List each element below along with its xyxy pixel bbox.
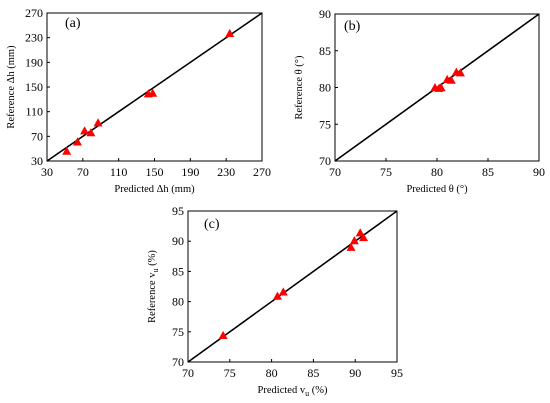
- x-tick-label: 70: [77, 165, 89, 179]
- plot-frame: [187, 210, 398, 363]
- x-tick-label: 230: [217, 165, 235, 179]
- y-tick-label: 70: [319, 154, 331, 168]
- y-tick-label: 85: [172, 264, 184, 278]
- identity-line: [46, 12, 263, 162]
- data-point: [86, 128, 96, 137]
- y-tick-label: 230: [25, 31, 43, 45]
- y-tick-label: 110: [25, 105, 43, 119]
- data-point: [349, 236, 359, 245]
- x-axis-label: Predicted Δh (mm): [114, 184, 195, 195]
- data-point: [436, 83, 446, 92]
- y-axis-label: Reference vu (%): [147, 250, 160, 323]
- data-point: [72, 137, 82, 146]
- panel-label: (a): [65, 16, 81, 31]
- data-point: [446, 75, 456, 84]
- x-axis-label: Predicted θ (°): [406, 184, 468, 195]
- y-tick-label: 70: [31, 129, 43, 143]
- panel-1: 30 70 110 150 190 230 270 30 70 110 150 190 230 270 (a…: [6, 6, 271, 195]
- y-tick-label: 90: [172, 234, 184, 248]
- panel-3: 70 75 80 85 90 95 70 75 80 85 90 95 (c) Predicted vu …: [147, 204, 403, 398]
- x-axis-label: Predicted vu (%): [258, 385, 328, 398]
- x-tick-label: 80: [266, 366, 278, 380]
- y-tick-label: 90: [319, 7, 331, 21]
- y-tick-label: 150: [25, 80, 43, 94]
- y-tick-label: 75: [172, 325, 184, 339]
- x-tick-label: 270: [253, 165, 271, 179]
- x-tick-label: 30: [41, 165, 53, 179]
- y-tick-label: 70: [172, 355, 184, 369]
- x-tick-label: 75: [224, 366, 236, 380]
- data-point: [148, 88, 158, 97]
- x-tick-label: 70: [182, 366, 194, 380]
- data-point: [272, 291, 282, 300]
- panel-label: (b): [344, 19, 361, 34]
- x-tick-label: 110: [110, 165, 128, 179]
- y-tick-label: 95: [172, 204, 184, 218]
- data-point: [62, 146, 72, 155]
- data-point: [455, 68, 465, 77]
- y-tick-label: 30: [31, 154, 43, 168]
- y-tick-label: 85: [319, 44, 331, 58]
- panel-label: (c): [204, 217, 220, 232]
- y-axis-label: Reference Δh (mm): [6, 45, 17, 129]
- data-point: [359, 233, 369, 242]
- data-point: [80, 126, 90, 135]
- x-tick-label: 150: [146, 165, 164, 179]
- x-tick-label: 80: [431, 165, 443, 179]
- y-tick-label: 80: [172, 295, 184, 309]
- x-tick-label: 75: [380, 165, 392, 179]
- x-tick-label: 90: [533, 165, 545, 179]
- y-tick-label: 270: [25, 6, 43, 20]
- data-point: [278, 287, 288, 296]
- data-point: [355, 228, 365, 237]
- x-tick-label: 85: [482, 165, 494, 179]
- x-tick-label: 70: [329, 165, 341, 179]
- panel-2: 70 75 80 85 90 70 75 80 85 90 (b) Predicted θ (°) Re…: [294, 7, 545, 195]
- x-tick-label: 85: [307, 366, 319, 380]
- y-tick-label: 80: [319, 81, 331, 95]
- data-point: [218, 330, 228, 340]
- data-point: [93, 118, 103, 127]
- y-tick-label: 190: [25, 55, 43, 69]
- identity-line: [187, 210, 398, 363]
- x-tick-label: 190: [181, 165, 199, 179]
- y-axis-label: Reference θ (°): [294, 55, 305, 120]
- data-point: [225, 28, 235, 37]
- x-tick-label: 95: [391, 366, 403, 380]
- y-tick-label: 75: [319, 117, 331, 131]
- x-tick-label: 90: [349, 366, 361, 380]
- data-point: [346, 242, 356, 251]
